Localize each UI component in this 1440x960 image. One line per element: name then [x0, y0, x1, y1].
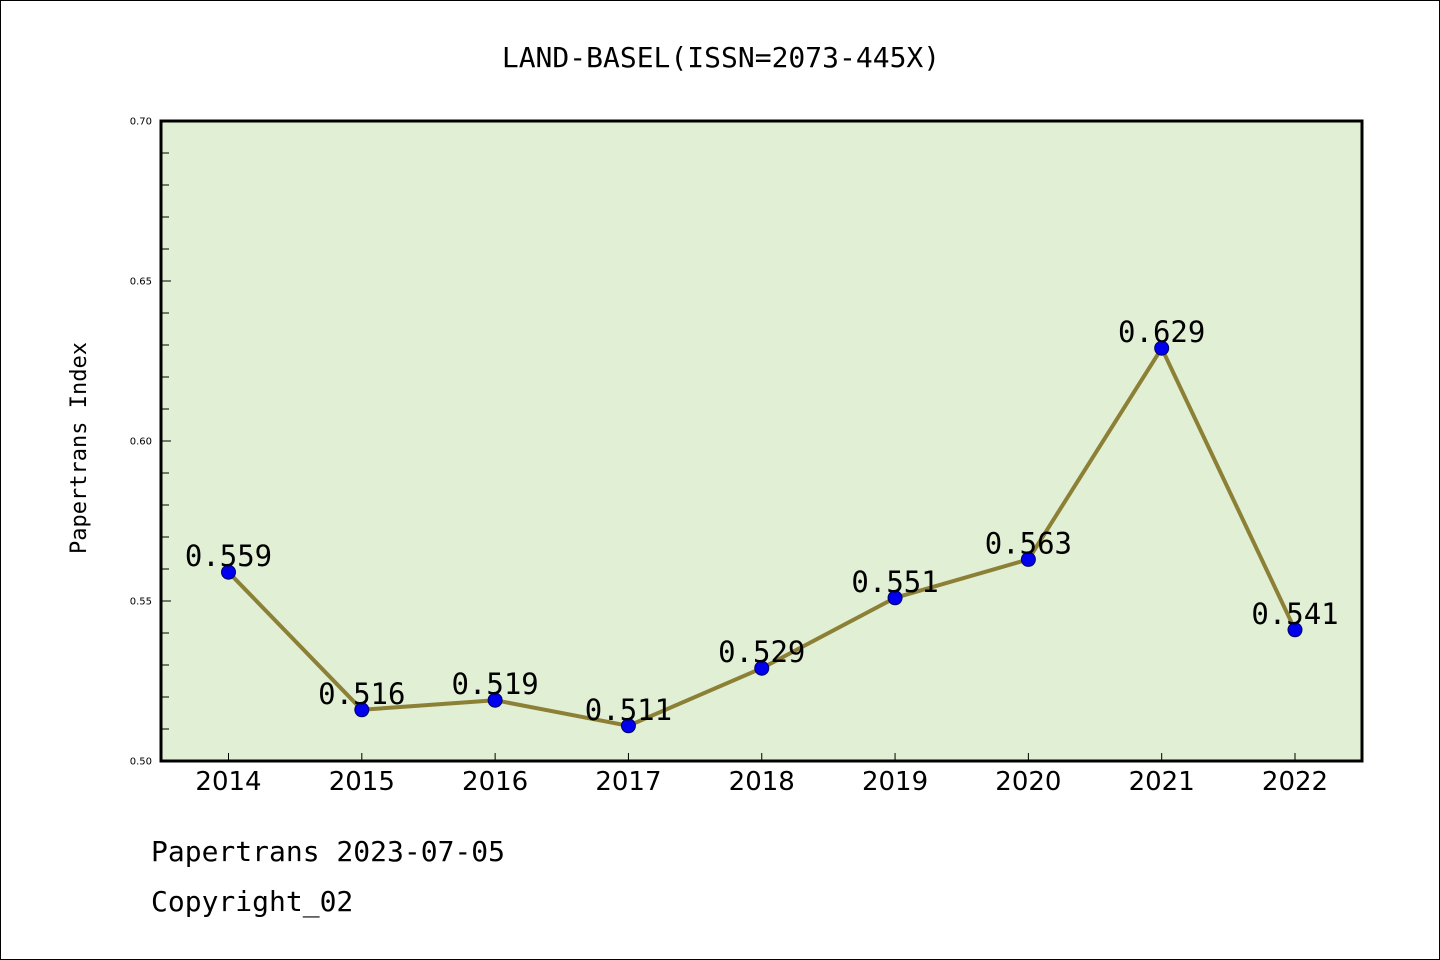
x-tick-label: 2020	[995, 767, 1061, 797]
x-tick-label: 2015	[329, 767, 395, 797]
x-tick-label: 2018	[729, 767, 795, 797]
x-tick-label: 2019	[862, 767, 928, 797]
data-label: 0.629	[1118, 315, 1205, 349]
data-point-marker	[1287, 622, 1303, 638]
x-tick-label: 2021	[1129, 767, 1195, 797]
y-tick-label: 0.65	[130, 277, 152, 288]
footer-copyright-text: Copyright_02	[151, 885, 354, 918]
y-tick-label: 0.50	[130, 757, 152, 768]
data-point-marker	[354, 702, 370, 718]
x-tick-label: 2022	[1262, 767, 1328, 797]
y-tick-label: 0.70	[130, 117, 152, 128]
x-tick-label: 2016	[462, 767, 528, 797]
axes-frame	[159, 119, 1364, 763]
data-label: 0.551	[851, 565, 938, 599]
data-label: 0.563	[985, 526, 1072, 560]
data-point-marker	[487, 692, 503, 708]
data-point-marker	[887, 590, 903, 606]
y-axis-label: Papertrans Index	[67, 342, 92, 554]
data-label: 0.516	[318, 677, 405, 711]
y-tick-label: 0.55	[130, 597, 152, 608]
x-tick-label: 2014	[195, 767, 261, 797]
data-label: 0.519	[451, 667, 538, 701]
data-point-marker	[620, 718, 636, 734]
data-point-marker	[754, 660, 770, 676]
data-point-marker	[1154, 340, 1170, 356]
plot-background	[161, 121, 1362, 761]
footer-date-text: Papertrans 2023-07-05	[151, 835, 506, 868]
data-label: 0.511	[585, 693, 672, 727]
data-label: 0.541	[1251, 597, 1338, 631]
plot-area: 0.50 0.55 0.60 0.65 0.70 2014 2015 2016 2017 2018…	[130, 117, 1364, 797]
data-label: 0.559	[185, 539, 272, 573]
x-tick-label: 2017	[595, 767, 661, 797]
data-point-marker	[1020, 551, 1036, 567]
chart-title: LAND-BASEL(ISSN=2073-445X)	[502, 41, 940, 74]
data-point-marker	[221, 564, 236, 580]
y-tick-label: 0.60	[130, 437, 152, 448]
data-label: 0.529	[718, 635, 805, 669]
